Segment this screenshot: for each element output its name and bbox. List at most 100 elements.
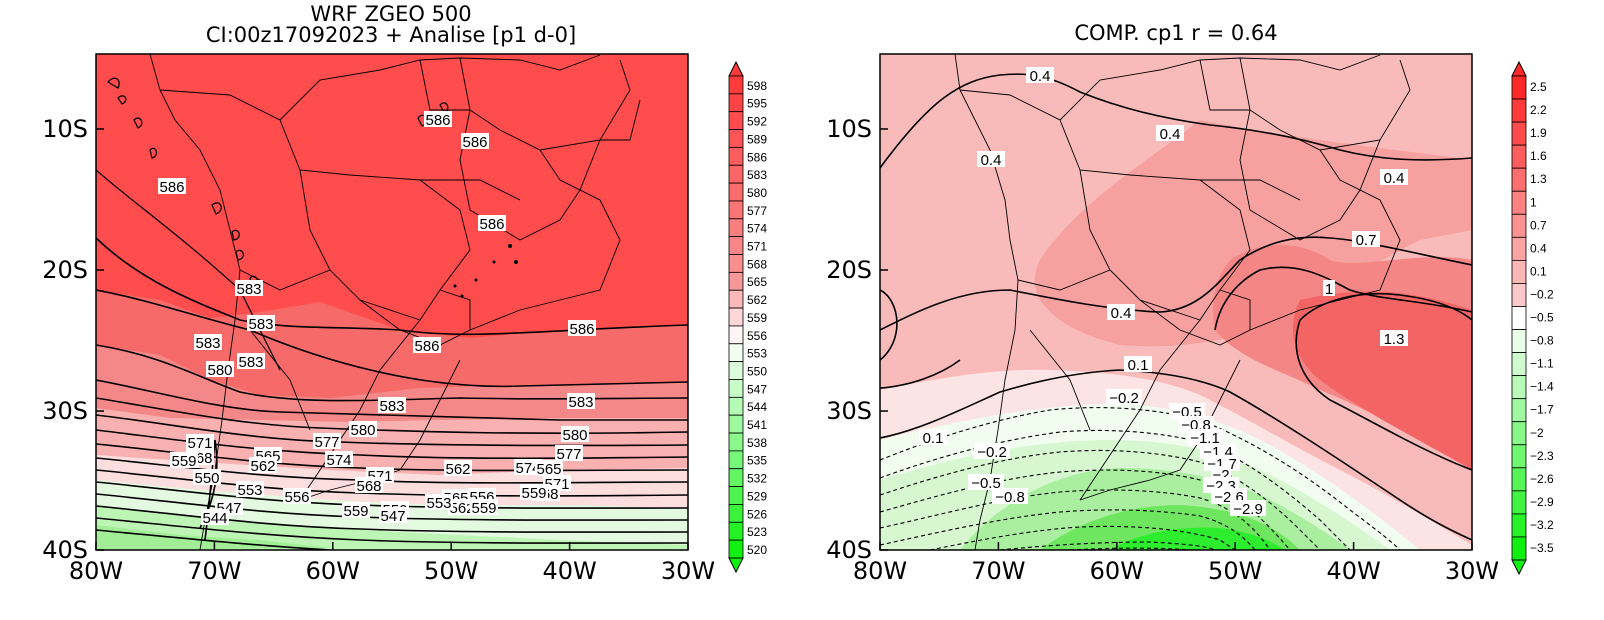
contour-label: 583 bbox=[195, 335, 220, 352]
contour-label: 586 bbox=[462, 134, 487, 151]
contour-label: 559 bbox=[171, 453, 196, 470]
left-xtick-label: 40W bbox=[542, 557, 596, 585]
colorbar-label: 547 bbox=[747, 382, 767, 396]
colorbar-label: −0.8 bbox=[1530, 334, 1554, 348]
contour-label: 0.4 bbox=[1384, 170, 1405, 187]
colorbar-swatch bbox=[728, 450, 744, 470]
contour-label-bg bbox=[325, 451, 353, 467]
colorbar-label: −2.3 bbox=[1530, 449, 1554, 463]
colorbar-swatch bbox=[728, 147, 744, 166]
left-y-axis: 10S 20S 30S 40S bbox=[42, 115, 104, 564]
colorbar-swatch bbox=[728, 379, 744, 398]
left-xtick-label: 30W bbox=[661, 557, 715, 585]
contour-label: −1.1 bbox=[1190, 430, 1220, 447]
contour-label-bg bbox=[378, 397, 406, 413]
contour-label-bg bbox=[1352, 231, 1380, 247]
contour-label-bg bbox=[379, 507, 407, 523]
colorbar-label: 565 bbox=[747, 275, 767, 289]
colorbar-label: 0.4 bbox=[1530, 241, 1547, 255]
contour-label-bg bbox=[968, 474, 1004, 490]
right-xtick-label: 50W bbox=[1208, 557, 1262, 585]
colorbar-label: 526 bbox=[747, 507, 767, 521]
contour-label-bg bbox=[1156, 125, 1184, 141]
colorbar-label: 559 bbox=[747, 311, 767, 325]
contour-label-bg bbox=[170, 452, 198, 468]
left-xtick-label: 50W bbox=[424, 557, 478, 585]
contour-label-bg bbox=[470, 499, 498, 515]
colorbar-swatch bbox=[1511, 398, 1527, 423]
contour-label: 1.3 bbox=[1384, 331, 1405, 348]
colorbar-label: −3.5 bbox=[1530, 541, 1554, 555]
contour-label: 0.4 bbox=[1030, 68, 1051, 85]
colorbar-label: 553 bbox=[747, 347, 767, 361]
colorbar-label: −1.1 bbox=[1530, 357, 1554, 371]
colorbar-swatch bbox=[1511, 536, 1527, 561]
left-xtick-label: 80W bbox=[69, 557, 123, 585]
right-map-frame bbox=[879, 53, 1473, 551]
contour-label-bg bbox=[235, 280, 263, 296]
contour-label: 583 bbox=[568, 394, 593, 411]
colorbar-label: 598 bbox=[747, 79, 767, 93]
right-xtick-label: 60W bbox=[1090, 557, 1144, 585]
contour-label-bg bbox=[1380, 169, 1408, 185]
colorbar-swatch bbox=[728, 129, 744, 148]
colorbar-swatch bbox=[1511, 144, 1527, 169]
colorbar-swatch bbox=[1511, 213, 1527, 238]
right-ytick-label: 20S bbox=[826, 256, 872, 284]
contour-label: 547 bbox=[380, 508, 405, 525]
left-xtick-label: 70W bbox=[187, 557, 241, 585]
colorbar-swatch bbox=[728, 75, 744, 95]
contour-label-bg bbox=[1230, 500, 1266, 516]
colorbar-label: 583 bbox=[747, 168, 767, 182]
contour-label-bg bbox=[919, 429, 947, 445]
contour-label-bg bbox=[193, 469, 221, 485]
right-xtick-label: 70W bbox=[971, 557, 1025, 585]
contour-label-bg bbox=[1169, 403, 1205, 419]
contour-label-bg bbox=[158, 178, 186, 194]
contour-label: 586 bbox=[425, 112, 450, 129]
contour-label-bg bbox=[349, 421, 377, 437]
colorbar-swatch bbox=[728, 182, 744, 202]
contour-label: 574 bbox=[326, 452, 351, 469]
left-ytick-label: 40S bbox=[42, 536, 88, 564]
colorbar-swatch bbox=[1511, 444, 1527, 469]
contour-label: 583 bbox=[236, 281, 261, 298]
colorbar-swatch bbox=[728, 307, 744, 327]
contour-label-bg bbox=[283, 488, 311, 504]
colorbar-swatch bbox=[1511, 375, 1527, 400]
colorbar-swatch bbox=[1511, 190, 1527, 215]
colorbar-swatch bbox=[1511, 467, 1527, 492]
contour-label: 559 bbox=[343, 503, 368, 520]
left-title-line1: WRF ZGEO 500 bbox=[310, 2, 471, 26]
colorbar-swatch bbox=[1511, 167, 1527, 192]
contour-label-bg bbox=[561, 426, 589, 442]
colorbar-swatch bbox=[1511, 121, 1527, 146]
contour-label-bg bbox=[478, 215, 506, 231]
contour-label-bg bbox=[974, 443, 1010, 459]
colorbar-swatch bbox=[728, 486, 744, 505]
colorbar-swatch bbox=[1511, 329, 1527, 353]
colorbar-swatch bbox=[728, 111, 744, 130]
contour-label: 553 bbox=[426, 495, 451, 512]
colorbar-label: −1.7 bbox=[1530, 403, 1554, 417]
contour-label: 553 bbox=[237, 482, 262, 499]
contour-label: 583 bbox=[379, 398, 404, 415]
right-title: COMP. cp1 r = 0.64 bbox=[1074, 21, 1277, 45]
colorbar-label: 1.9 bbox=[1530, 126, 1547, 140]
colorbar-label: 538 bbox=[747, 436, 767, 450]
contour-label: 583 bbox=[238, 354, 263, 371]
contour-label-bg bbox=[1124, 356, 1152, 372]
contour-label: 562 bbox=[445, 461, 470, 478]
colorbar-label: 1 bbox=[1530, 195, 1537, 209]
contour-label: 0.1 bbox=[1128, 357, 1149, 374]
colorbar-label: −1.4 bbox=[1530, 380, 1554, 394]
colorbar-swatch bbox=[728, 93, 744, 113]
colorbar-swatch bbox=[728, 361, 744, 380]
colorbar-swatch bbox=[728, 521, 744, 541]
contour-label-bg bbox=[355, 477, 383, 493]
contour-label: −0.2 bbox=[977, 444, 1007, 461]
contour-label-bg bbox=[247, 315, 275, 331]
contour-label: 580 bbox=[350, 422, 375, 439]
contour-label: −0.5 bbox=[971, 475, 1001, 492]
